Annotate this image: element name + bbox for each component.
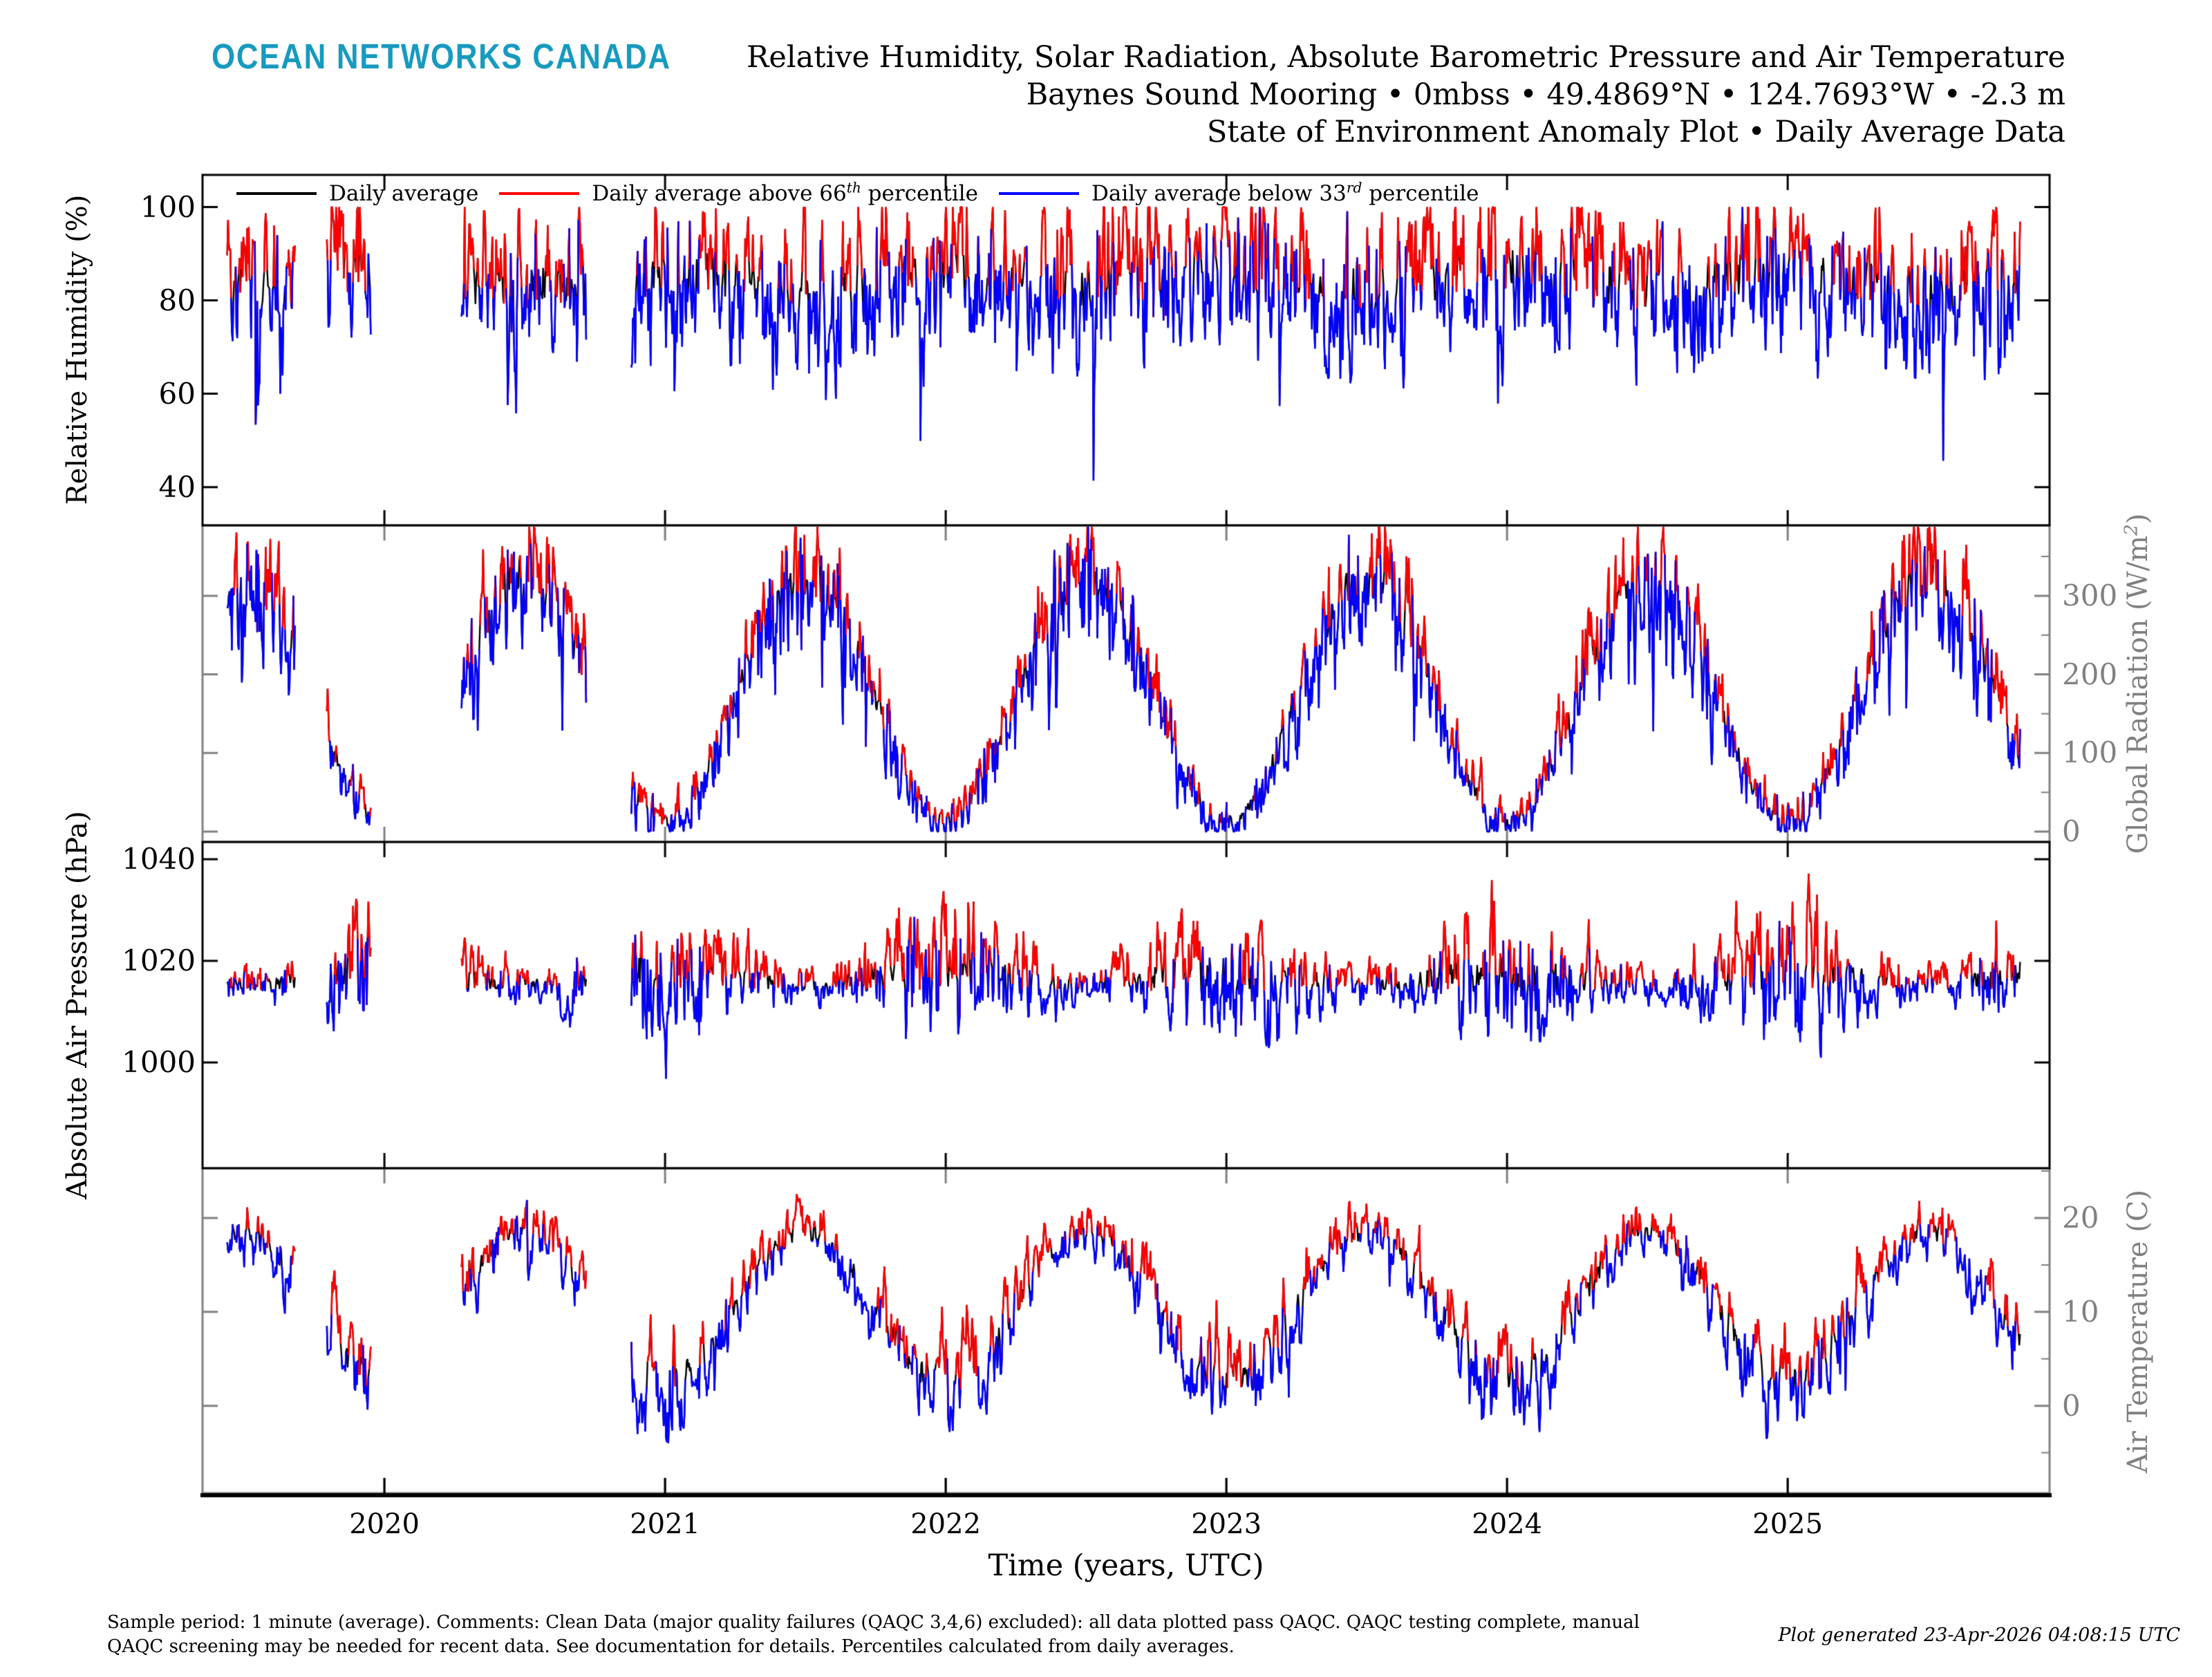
y-tick-label-air_temperature: 10	[2062, 1294, 2099, 1329]
legend-label: Daily average above 66th percentile	[592, 179, 978, 206]
legend-item-above-66th: Daily average above 66th percentile	[499, 181, 978, 206]
x-tick-label-year: 2020	[349, 1508, 420, 1540]
legend: Daily average Daily average above 66th p…	[236, 181, 1479, 206]
x-axis-label: Time (years, UTC)	[988, 1548, 1264, 1583]
legend-label: Daily average	[329, 181, 479, 206]
y-tick-label-global_radiation: 0	[2062, 814, 2081, 848]
legend-swatch-black-line	[236, 192, 317, 195]
footer-line2: QAQC screening may be needed for recent …	[107, 1636, 1235, 1657]
footer-line1: Sample period: 1 minute (average). Comme…	[107, 1612, 1640, 1633]
x-tick-label-year: 2022	[910, 1508, 982, 1540]
y-tick-label-relative_humidity: 40	[158, 469, 196, 504]
y-tick-label-global_radiation: 100	[2062, 736, 2118, 770]
y-tick-label-absolute_air_pressure: 1020	[122, 944, 196, 978]
y-tick-label-absolute_air_pressure: 1000	[122, 1045, 196, 1080]
plot-title-line3: State of Environment Anomaly Plot • Dail…	[1206, 115, 2065, 149]
onc-logo: OCEAN NETWORKS CANADA	[212, 37, 671, 76]
y-axis-label-relative-humidity: Relative Humidity (%)	[62, 194, 93, 505]
legend-item-below-33rd: Daily average below 33rd percentile	[999, 181, 1479, 206]
y-tick-label-relative_humidity: 60	[158, 376, 196, 411]
plot-generated-timestamp: Plot generated 23-Apr-2026 04:08:15 UTC	[1778, 1624, 2180, 1646]
legend-item-daily-average: Daily average	[236, 181, 478, 206]
x-tick-label-year: 2024	[1472, 1508, 1543, 1540]
plot-title-line2: Baynes Sound Mooring • 0mbss • 49.4869°N…	[1026, 77, 2065, 112]
legend-label: Daily average below 33rd percentile	[1091, 179, 1479, 206]
y-tick-label-relative_humidity: 80	[158, 283, 196, 317]
y-tick-label-absolute_air_pressure: 1040	[122, 841, 196, 876]
x-tick-label-year: 2023	[1191, 1508, 1262, 1540]
y-tick-label-air_temperature: 0	[2062, 1388, 2081, 1423]
x-tick-label-year: 2021	[630, 1508, 700, 1540]
y-axis-label-absolute-air-pressure: Absolute Air Pressure (hPa)	[62, 811, 93, 1199]
footer-comments: Sample period: 1 minute (average). Comme…	[107, 1611, 1801, 1659]
plot-title-line1: Relative Humidity, Solar Radiation, Abso…	[747, 40, 2065, 75]
plot-title: Relative Humidity, Solar Radiation, Abso…	[747, 39, 2065, 151]
y-tick-label-air_temperature: 20	[2062, 1200, 2099, 1235]
legend-swatch-red-line	[499, 192, 580, 195]
y-tick-label-global_radiation: 200	[2062, 657, 2118, 691]
y-axis-label-air-temperature: Air Temperature (C)	[2122, 1189, 2154, 1474]
legend-swatch-blue-line	[999, 192, 1079, 195]
y-tick-label-relative_humidity: 100	[140, 189, 196, 224]
x-tick-label-year: 2025	[1752, 1508, 1824, 1540]
y-tick-label-global_radiation: 300	[2062, 578, 2118, 612]
